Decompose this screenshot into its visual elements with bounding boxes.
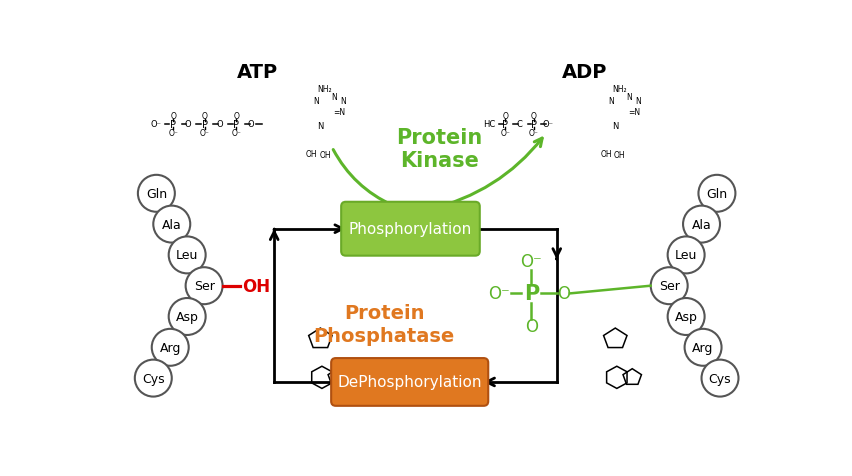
- Text: Ser: Ser: [659, 279, 680, 293]
- Text: O⁻: O⁻: [529, 129, 538, 138]
- Text: Asp: Asp: [176, 310, 199, 323]
- Text: P: P: [531, 120, 537, 130]
- Text: DePhosphorylation: DePhosphorylation: [337, 375, 482, 390]
- Circle shape: [186, 268, 222, 305]
- Text: Cys: Cys: [142, 372, 164, 385]
- Text: N: N: [612, 122, 619, 131]
- Text: Leu: Leu: [176, 249, 199, 262]
- Text: O: O: [233, 112, 239, 121]
- Text: NH₂: NH₂: [318, 85, 332, 94]
- Text: O: O: [216, 120, 223, 129]
- Circle shape: [135, 360, 172, 397]
- Text: ATP: ATP: [237, 63, 278, 82]
- Text: OH: OH: [614, 150, 625, 159]
- Circle shape: [138, 176, 175, 212]
- Text: O: O: [525, 317, 538, 335]
- Circle shape: [651, 268, 688, 305]
- Text: N: N: [331, 93, 337, 101]
- Text: N: N: [313, 97, 319, 105]
- Text: Ala: Ala: [692, 218, 711, 231]
- Circle shape: [153, 206, 190, 243]
- FancyBboxPatch shape: [341, 202, 480, 256]
- Text: Protein
Kinase: Protein Kinase: [396, 128, 483, 171]
- Text: Gln: Gln: [706, 188, 728, 200]
- Text: O: O: [502, 112, 508, 121]
- Text: P: P: [524, 284, 539, 304]
- Text: O: O: [202, 112, 208, 121]
- Text: N: N: [317, 122, 324, 131]
- Text: Cys: Cys: [709, 372, 731, 385]
- Circle shape: [668, 237, 705, 274]
- Text: O: O: [557, 285, 570, 303]
- Text: Ser: Ser: [193, 279, 215, 293]
- Circle shape: [169, 237, 205, 274]
- Text: O⁻: O⁻: [488, 285, 509, 303]
- Text: P: P: [233, 120, 239, 130]
- FancyBboxPatch shape: [331, 358, 488, 406]
- Circle shape: [683, 206, 720, 243]
- Text: P: P: [202, 120, 208, 130]
- Text: OH: OH: [320, 150, 331, 159]
- Text: N: N: [607, 97, 613, 105]
- Text: O⁻: O⁻: [232, 129, 241, 138]
- Text: Phosphorylation: Phosphorylation: [348, 222, 472, 237]
- Text: N: N: [626, 93, 632, 101]
- Text: O⁻: O⁻: [521, 253, 542, 270]
- Text: O: O: [185, 120, 191, 129]
- Text: =N: =N: [333, 108, 345, 117]
- Text: Leu: Leu: [675, 249, 697, 262]
- Text: =N: =N: [628, 108, 640, 117]
- Text: O⁻: O⁻: [500, 129, 510, 138]
- Text: O: O: [248, 120, 255, 129]
- Text: OH: OH: [243, 277, 271, 295]
- Text: OH: OH: [305, 149, 317, 159]
- Text: N: N: [636, 97, 642, 105]
- Text: P: P: [170, 120, 176, 130]
- Text: Ala: Ala: [162, 218, 181, 231]
- Text: N: N: [341, 97, 347, 105]
- Text: O⁻: O⁻: [200, 129, 210, 138]
- Text: NH₂: NH₂: [613, 85, 627, 94]
- Text: O: O: [531, 112, 537, 121]
- Circle shape: [668, 298, 705, 335]
- Circle shape: [701, 360, 739, 397]
- Text: O⁻: O⁻: [542, 120, 553, 129]
- Text: O⁻: O⁻: [151, 120, 162, 129]
- Text: O: O: [170, 112, 176, 121]
- Text: Gln: Gln: [146, 188, 167, 200]
- Text: P: P: [502, 120, 508, 130]
- Circle shape: [699, 176, 735, 212]
- Text: Asp: Asp: [675, 310, 698, 323]
- Text: Protein
Phosphatase: Protein Phosphatase: [314, 303, 455, 346]
- Text: OH: OH: [601, 149, 612, 159]
- Text: C: C: [517, 120, 523, 129]
- Circle shape: [152, 329, 188, 366]
- Circle shape: [685, 329, 722, 366]
- Text: Arg: Arg: [159, 341, 181, 354]
- Text: ADP: ADP: [561, 63, 607, 82]
- Circle shape: [169, 298, 205, 335]
- Text: O⁻: O⁻: [169, 129, 178, 138]
- Text: HC: HC: [483, 120, 495, 129]
- Text: Arg: Arg: [693, 341, 714, 354]
